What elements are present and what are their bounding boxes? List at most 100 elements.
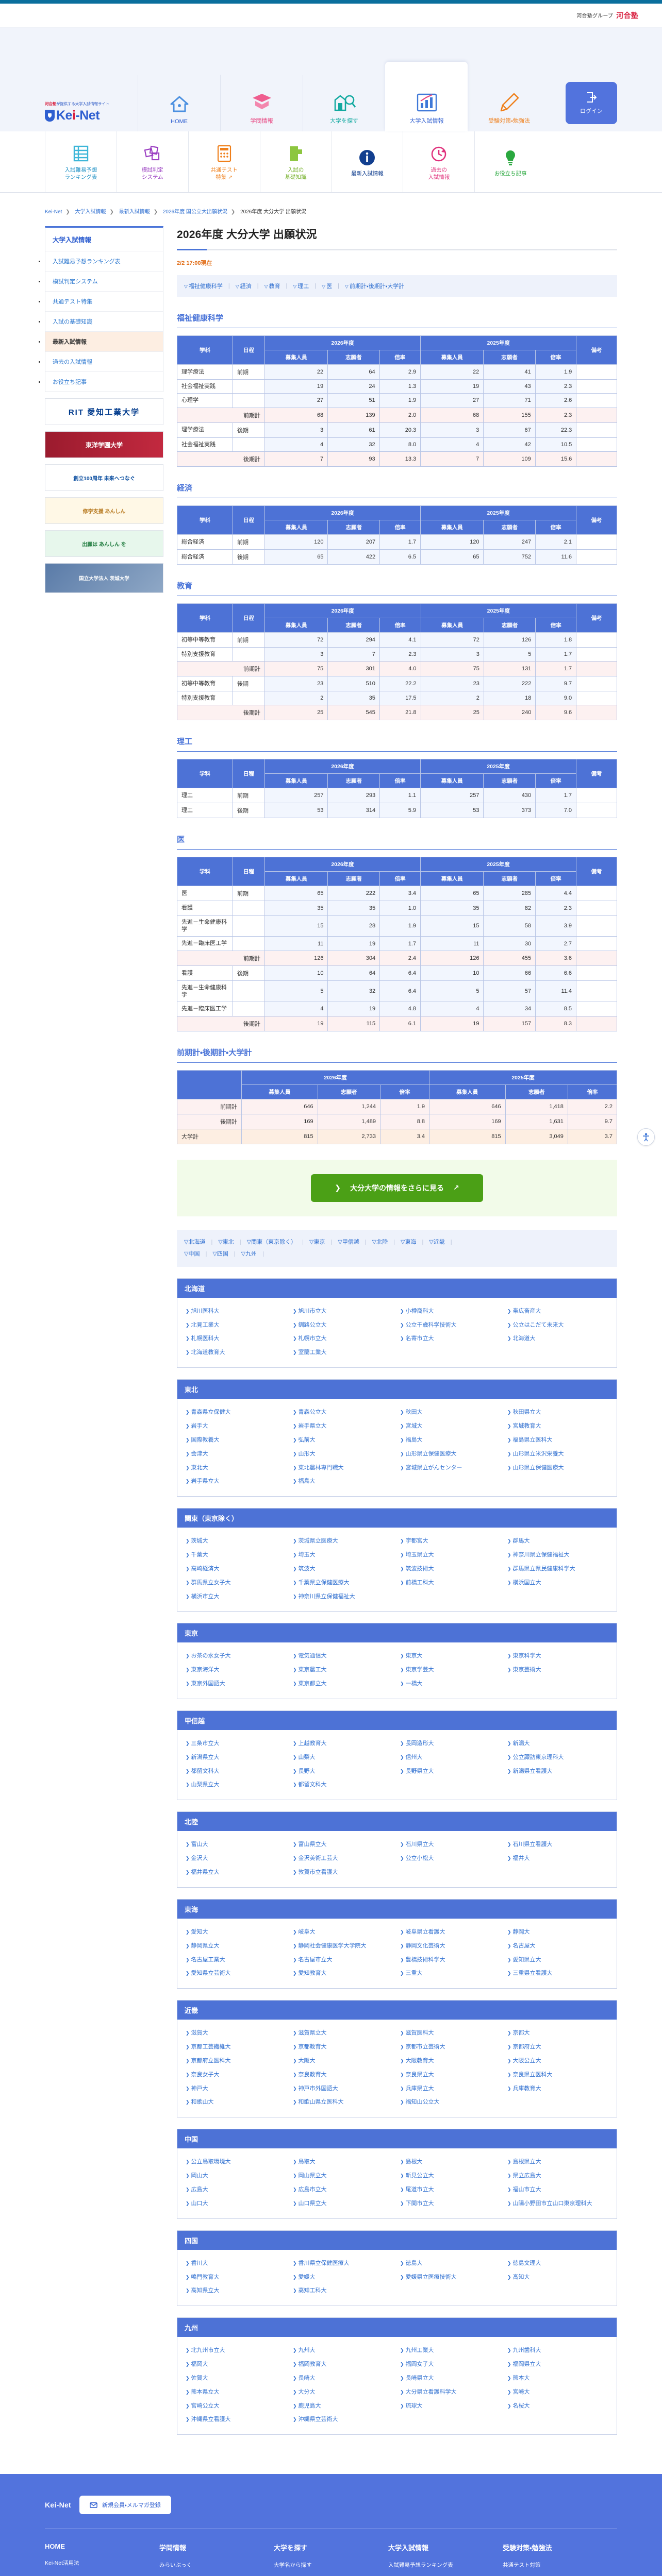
university-link[interactable]: ❯ 信州大 — [400, 1754, 423, 1760]
university-link[interactable]: ❯ 長野大 — [293, 1768, 316, 1774]
footer-link[interactable]: Kei-Net活用法 — [45, 2560, 79, 2567]
university-link[interactable]: ❯ 公立鳥取環境大 — [186, 2159, 231, 2165]
subnav-latest-info[interactable]: 最新入試情報 — [331, 131, 403, 192]
breadcrumb-item[interactable]: Kei-Net — [45, 209, 62, 215]
university-link[interactable]: ❯ 岐阜大 — [293, 1928, 316, 1935]
university-link[interactable]: ❯ 岡山大 — [186, 2173, 208, 2179]
university-link[interactable]: ❯ 山梨大 — [293, 1754, 316, 1760]
nav-item-find-university[interactable]: 大学を探す — [303, 75, 385, 131]
university-link[interactable]: ❯ 奈良県立医科大 — [507, 2071, 553, 2078]
university-link[interactable]: ❯ 京都工芸繊維大 — [186, 2044, 231, 2050]
university-link[interactable]: ❯ 北海道大 — [507, 1335, 536, 1342]
university-link[interactable]: ❯ 一橋大 — [400, 1681, 423, 1687]
university-link[interactable]: ❯ 高崎経済大 — [186, 1565, 220, 1572]
university-link[interactable]: ❯ 愛知大 — [186, 1928, 208, 1935]
university-link[interactable]: ❯ 宇都宮大 — [400, 1538, 428, 1545]
subnav-past-info[interactable]: 過去の 入試情報 — [403, 131, 474, 192]
university-link[interactable]: ❯ 山形県立保健医療大 — [507, 1464, 564, 1471]
university-link[interactable]: ❯ 神奈川県立保健福祉大 — [293, 1593, 355, 1600]
university-link[interactable]: ❯ 新見公立大 — [400, 2173, 434, 2179]
more-university-info-button[interactable]: ❯ 大分大学の情報をさらに見る ↗ — [311, 1174, 483, 1202]
nav-item-home[interactable]: HOME — [138, 75, 220, 131]
region-filter-東京[interactable]: ▽東京 — [309, 1239, 325, 1245]
university-link[interactable]: ❯ 鳥取大 — [293, 2159, 316, 2165]
university-link[interactable]: ❯ 名古屋大 — [507, 1942, 536, 1949]
university-link[interactable]: ❯ 尾道市立大 — [400, 2186, 434, 2193]
university-link[interactable]: ❯ 山形県立米沢栄養大 — [507, 1450, 564, 1457]
university-link[interactable]: ❯ 東京学芸大 — [400, 1667, 434, 1673]
university-link[interactable]: ❯ 新潟県立看護大 — [507, 1768, 553, 1774]
region-filter-北陸[interactable]: ▽北陸 — [372, 1239, 388, 1245]
region-filter-九州[interactable]: ▽九州 — [241, 1250, 257, 1257]
footer-link[interactable]: 入試難易予想ランキング表 — [388, 2562, 453, 2569]
university-link[interactable]: ❯ 愛知県立大 — [507, 1956, 541, 1963]
university-link[interactable]: ❯ 前橋工科大 — [400, 1579, 434, 1586]
university-link[interactable]: ❯ 福岡教育大 — [293, 2361, 327, 2368]
university-link[interactable]: ❯ 都留文科大 — [293, 1782, 327, 1788]
university-link[interactable]: ❯ 岐阜県立看護大 — [400, 1928, 445, 1935]
university-link[interactable]: ❯ 北見工業大 — [186, 1321, 220, 1328]
subnav-useful-articles[interactable]: お役立ち記事 — [474, 131, 546, 192]
university-link[interactable]: ❯ 九州歯科大 — [507, 2347, 541, 2354]
university-link[interactable]: ❯ 群馬県立県民健康科学大 — [507, 1565, 575, 1572]
university-link[interactable]: ❯ 東京都立大 — [293, 1681, 327, 1687]
university-link[interactable]: ❯ 富山県立大 — [293, 1841, 327, 1848]
university-link[interactable]: ❯ お茶の水女子大 — [186, 1653, 231, 1659]
university-link[interactable]: ❯ 岩手県立大 — [293, 1422, 327, 1429]
university-link[interactable]: ❯ 青森公立大 — [293, 1409, 327, 1416]
footer-link[interactable]: 共通テスト対策 — [503, 2562, 541, 2569]
university-link[interactable]: ❯ 神奈川県立保健福祉大 — [507, 1552, 570, 1558]
ad-banner-ibaraki[interactable]: 出願は あんしん を — [45, 530, 163, 557]
university-link[interactable]: ❯ 九州工業大 — [400, 2347, 434, 2354]
anchor-fukushi[interactable]: ▽ 福祉健康科学 — [184, 283, 223, 290]
university-link[interactable]: ❯ 山陽小野田市立山口東京理科大 — [507, 2200, 592, 2207]
region-filter-四国[interactable]: ▽四国 — [212, 1250, 228, 1257]
anchor-rikou[interactable]: ▽ 理工 — [293, 283, 309, 290]
newsletter-register-button[interactable]: 新規会員・メルマガ登録 — [79, 2496, 171, 2515]
university-link[interactable]: ❯ 豊橋技術科学大 — [400, 1956, 445, 1963]
university-link[interactable]: ❯ 金沢大 — [186, 1855, 208, 1862]
university-link[interactable]: ❯ 宮城教育大 — [507, 1422, 541, 1429]
university-link[interactable]: ❯ 三条市立大 — [186, 1740, 220, 1747]
sidebar-link[interactable]: 共通テスト特集 — [53, 299, 92, 305]
university-link[interactable]: ❯ 新潟大 — [507, 1740, 530, 1747]
breadcrumb-item[interactable]: 大学入試情報 — [75, 209, 106, 215]
university-link[interactable]: ❯ 大阪大 — [293, 2057, 316, 2064]
university-link[interactable]: ❯ 弘前大 — [293, 1436, 316, 1443]
university-link[interactable]: ❯ 長野県立大 — [400, 1768, 434, 1774]
university-link[interactable]: ❯ 横浜国立大 — [507, 1579, 541, 1586]
breadcrumb-item[interactable]: 2026年度 国公立大出願状況 — [162, 209, 227, 215]
university-link[interactable]: ❯ 奈良女子大 — [186, 2071, 220, 2078]
sidebar-link[interactable]: 入試の基礎知識 — [53, 319, 92, 325]
anchor-kyoiku[interactable]: ▽ 教育 — [264, 283, 280, 290]
university-link[interactable]: ❯ 愛知教育大 — [293, 1970, 327, 1977]
university-link[interactable]: ❯ 釧路公立大 — [293, 1321, 327, 1328]
nav-item-admissions-info[interactable]: 大学入試情報 — [385, 62, 468, 131]
sidebar-link[interactable]: 入試難易予想ランキング表 — [53, 259, 121, 265]
ad-banner-rit[interactable]: RIT 愛知工業大学 — [45, 398, 163, 425]
university-link[interactable]: ❯ 公立はこだて未来大 — [507, 1321, 564, 1328]
university-link[interactable]: ❯ 高知工科大 — [293, 2287, 327, 2294]
university-link[interactable]: ❯ 山梨県立大 — [186, 1782, 220, 1788]
university-link[interactable]: ❯ 名古屋工業大 — [186, 1956, 225, 1963]
site-logo[interactable]: 河合塾が提供する大学入試情報サイト Kei-Net — [45, 101, 138, 131]
university-link[interactable]: ❯ 愛媛大 — [293, 2274, 316, 2280]
university-link[interactable]: ❯ 山形県立保健医療大 — [400, 1450, 457, 1457]
university-link[interactable]: ❯ 金沢美術工芸大 — [293, 1855, 338, 1862]
university-link[interactable]: ❯ 旭川市立大 — [293, 1308, 327, 1314]
university-link[interactable]: ❯ 福島大 — [400, 1436, 423, 1443]
university-link[interactable]: ❯ 茨城県立医療大 — [293, 1538, 338, 1545]
accessibility-button[interactable] — [637, 1128, 655, 1146]
university-link[interactable]: ❯ 徳島文理大 — [507, 2260, 541, 2266]
university-link[interactable]: ❯ 東京海洋大 — [186, 1667, 220, 1673]
university-link[interactable]: ❯ 九州大 — [293, 2347, 316, 2354]
university-link[interactable]: ❯ 東北農林専門職大 — [293, 1464, 344, 1471]
university-link[interactable]: ❯ 岩手県立大 — [186, 1478, 220, 1485]
university-link[interactable]: ❯ 宮崎大 — [507, 2388, 530, 2395]
university-link[interactable]: ❯ 島根県立大 — [507, 2159, 541, 2165]
university-link[interactable]: ❯ 静岡県立大 — [186, 1942, 220, 1949]
university-link[interactable]: ❯ 札幌医科大 — [186, 1335, 220, 1342]
region-filter-北海道[interactable]: ▽北海道 — [184, 1239, 206, 1245]
university-link[interactable]: ❯ 静岡文化芸術大 — [400, 1942, 445, 1949]
university-link[interactable]: ❯ 埼玉県立大 — [400, 1552, 434, 1558]
